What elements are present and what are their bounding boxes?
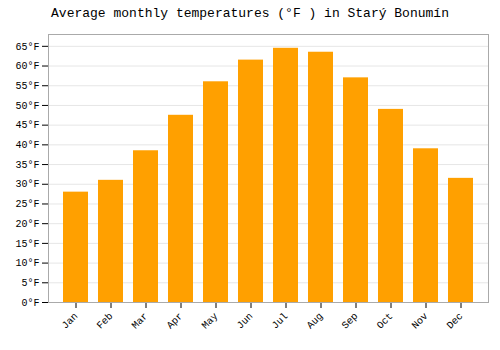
svg-text:Apr: Apr [165,311,186,332]
svg-text:0°F: 0°F [21,298,39,309]
svg-text:60°F: 60°F [15,61,39,72]
svg-text:15°F: 15°F [15,239,39,250]
svg-text:35°F: 35°F [15,160,39,171]
svg-text:Mar: Mar [130,311,151,332]
svg-text:30°F: 30°F [15,179,39,190]
svg-text:45°F: 45°F [15,120,39,131]
svg-text:Jan: Jan [60,311,81,332]
svg-text:25°F: 25°F [15,199,39,210]
html-text:Average monthly temperatures (: Average monthly temperatures (°F ) in St… [51,6,449,21]
svg-text:10°F: 10°F [15,258,39,269]
svg-text:40°F: 40°F [15,140,39,151]
svg-text:Oct: Oct [375,311,396,332]
svg-text:50°F: 50°F [15,101,39,112]
svg-text:65°F: 65°F [15,42,39,53]
svg-text:Dec: Dec [445,311,466,332]
svg-text:Aug: Aug [305,311,326,332]
svg-text:Nov: Nov [410,311,431,332]
svg-text:May: May [200,311,221,332]
svg-text:Sep: Sep [340,311,361,332]
svg-text:5°F: 5°F [21,278,39,289]
svg-text:55°F: 55°F [15,81,39,92]
svg-text:Jun: Jun [235,311,256,332]
svg-text:Feb: Feb [95,311,116,332]
svg-text:Jul: Jul [270,311,291,332]
svg-text:20°F: 20°F [15,219,39,230]
